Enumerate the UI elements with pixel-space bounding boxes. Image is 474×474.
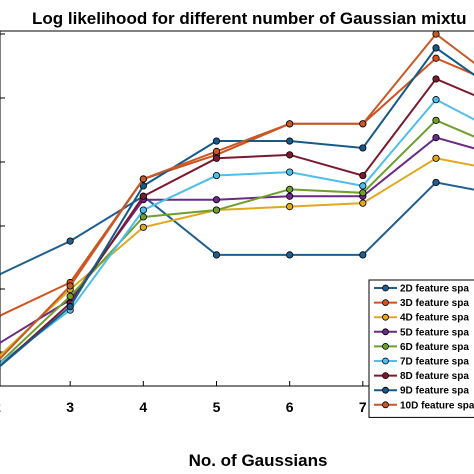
- data-point: [359, 251, 367, 259]
- legend: 2D feature spa 3D feature spa 4D feature s…: [368, 279, 474, 418]
- data-point: [286, 203, 294, 211]
- data-point: [432, 96, 440, 104]
- data-point: [139, 213, 147, 221]
- legend-label: 9D feature spa: [400, 386, 469, 397]
- x-tick-label-6: 6: [286, 399, 294, 415]
- data-point: [359, 144, 367, 152]
- data-point: [359, 189, 367, 197]
- series-line-1: [0, 181, 474, 276]
- legend-swatch-marker: [382, 386, 389, 394]
- x-tick-label-3: 3: [66, 399, 74, 415]
- legend-item: 8D feature spa: [374, 371, 469, 382]
- data-point: [432, 134, 440, 142]
- legend-swatch-marker: [382, 299, 389, 307]
- x-axis-label: No. of Gaussians: [189, 451, 328, 470]
- data-point: [359, 182, 367, 190]
- data-point: [432, 75, 440, 83]
- data-point: [286, 120, 294, 128]
- data-point: [139, 175, 147, 183]
- legend-swatch-marker: [382, 328, 389, 336]
- legend-item: 2D feature spa: [374, 284, 469, 295]
- series-9: [0, 30, 474, 364]
- data-point: [432, 54, 440, 62]
- data-point: [286, 151, 294, 159]
- data-point: [432, 178, 440, 187]
- legend-label: 4D feature spa: [400, 313, 469, 324]
- series-6: [0, 96, 474, 368]
- data-point: [212, 154, 221, 162]
- data-point: [432, 154, 440, 162]
- series-line-5: [0, 119, 474, 364]
- x-tick-label-7: 7: [359, 399, 367, 415]
- series-5: [0, 116, 474, 368]
- legend-label: 10D feature spa: [400, 400, 474, 411]
- legend-item: 3D feature spa: [374, 298, 469, 309]
- legend-item: 7D feature spa: [374, 357, 469, 368]
- data-point: [139, 182, 147, 190]
- series-8: [0, 44, 474, 371]
- series-line-8: [0, 46, 474, 368]
- data-point: [139, 223, 147, 231]
- legend-label: 3D feature spa: [400, 298, 469, 309]
- series-line-3: [0, 157, 474, 357]
- series-line-9: [0, 32, 474, 361]
- x-tick-label-4: 4: [139, 399, 147, 415]
- legend-item: 6D feature spa: [374, 342, 469, 353]
- data-point: [212, 251, 221, 259]
- legend-swatch-marker: [382, 284, 389, 292]
- data-point: [359, 199, 367, 207]
- data-point: [286, 192, 294, 200]
- legend-item: 4D feature spa: [374, 313, 469, 324]
- data-point: [286, 185, 294, 193]
- data-point: [139, 192, 147, 200]
- data-point: [432, 116, 440, 124]
- series-line-2: [0, 57, 474, 317]
- y-tick-marks: [0, 33, 5, 353]
- legend-swatch-marker: [382, 357, 389, 365]
- legend-swatch-marker: [382, 372, 389, 380]
- data-point: [139, 206, 147, 214]
- x-tick-label-5: 5: [213, 399, 221, 415]
- legend-label: 2D feature spa: [400, 284, 469, 295]
- data-point: [286, 137, 294, 145]
- data-point: [212, 171, 221, 180]
- legend-item: 10D feature spa: [374, 400, 474, 411]
- legend-swatch-marker: [382, 342, 389, 350]
- legend-item: 5D feature spa: [374, 327, 469, 338]
- series-layer: [0, 30, 474, 371]
- data-point: [359, 120, 367, 128]
- data-point: [432, 30, 440, 38]
- chart-title: Log likelihood for different number of G…: [32, 9, 466, 28]
- data-point: [212, 147, 221, 155]
- legend-swatch-marker: [382, 313, 389, 321]
- data-point: [66, 237, 74, 245]
- legend-label: 8D feature spa: [400, 371, 469, 382]
- data-point: [66, 282, 74, 290]
- data-point: [212, 196, 221, 204]
- legend-label: 5D feature spa: [400, 327, 469, 338]
- data-point: [286, 168, 294, 176]
- legend-swatch-marker: [382, 401, 389, 409]
- data-point: [432, 44, 440, 52]
- data-point: [66, 303, 74, 311]
- data-point: [212, 206, 221, 214]
- series-line-6: [0, 98, 474, 365]
- data-point: [66, 292, 74, 300]
- legend-item: 9D feature spa: [374, 386, 469, 397]
- data-point: [359, 171, 367, 180]
- data-point: [212, 137, 221, 145]
- legend-label: 6D feature spa: [400, 342, 469, 353]
- legend-label: 7D feature spa: [400, 357, 469, 368]
- data-point: [286, 251, 294, 259]
- x-tick-label-2: 2: [0, 399, 1, 415]
